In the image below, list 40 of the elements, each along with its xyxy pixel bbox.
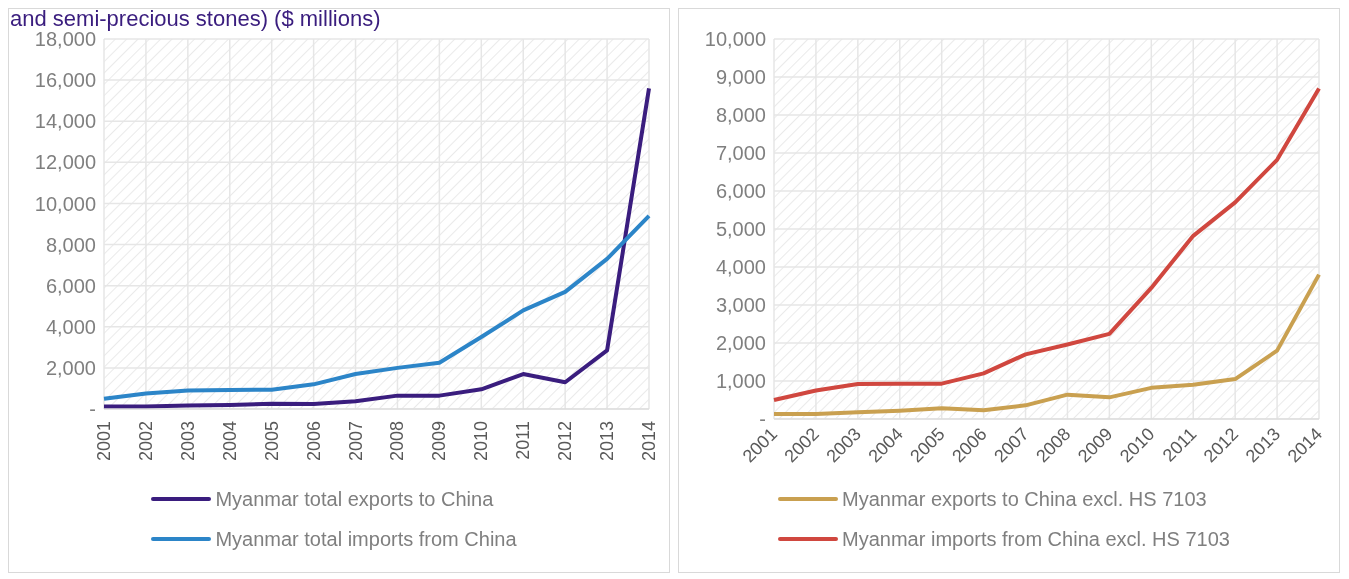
legend-label: Myanmar exports to China excl. HS 7103 [842,487,1207,511]
x-tick-label: 2013 [597,421,618,462]
x-tick-label: 2004 [219,421,240,462]
y-tick-label: 2,000 [45,356,96,379]
y-tick-label: 4,000 [715,256,766,279]
y-tick-label: 2,000 [715,332,766,355]
y-tick-label: 8,000 [715,104,766,127]
y-tick-label: 14,000 [34,110,96,133]
x-tick-label: 2007 [345,421,366,462]
x-tick-label: 2009 [429,421,450,462]
y-tick-label: 4,000 [45,315,96,338]
legend-label: Myanmar imports from China excl. HS 7103 [842,527,1230,551]
x-tick-label: 2001 [94,421,114,462]
y-tick-label: 6,000 [715,180,766,203]
y-tick-label: - [89,398,96,421]
x-tick-label: 2012 [555,421,576,462]
y-tick-label: 8,000 [45,233,96,256]
y-tick-label: 9,000 [715,66,766,89]
y-tick-label: 10,000 [34,192,96,215]
y-tick-label: 3,000 [715,294,766,317]
line-series [772,86,1321,402]
x-tick-label: 2002 [135,421,156,462]
x-tick-label: 2011 [513,421,534,460]
x-tick-label: 2010 [471,421,492,462]
legend-label: Myanmar total imports from China [215,527,517,551]
y-tick-label: 16,000 [34,69,96,92]
y-tick-label: 10,000 [704,28,766,51]
y-tick-label: 7,000 [715,142,766,165]
x-tick-label: 2003 [177,421,198,462]
x-tick-label: 2006 [303,421,324,462]
y-tick-label: 6,000 [45,274,96,297]
x-tick-label: 2014 [639,421,659,462]
x-tick-label: 2008 [387,421,408,462]
legend-label: Myanmar total exports to China [215,487,494,511]
x-tick-label: 2005 [261,421,282,462]
y-tick-label: 5,000 [715,218,766,241]
y-tick-label: 12,000 [34,151,96,174]
line-series [102,213,651,401]
y-tick-label: - [759,408,766,431]
y-tick-label: 1,000 [715,370,766,393]
